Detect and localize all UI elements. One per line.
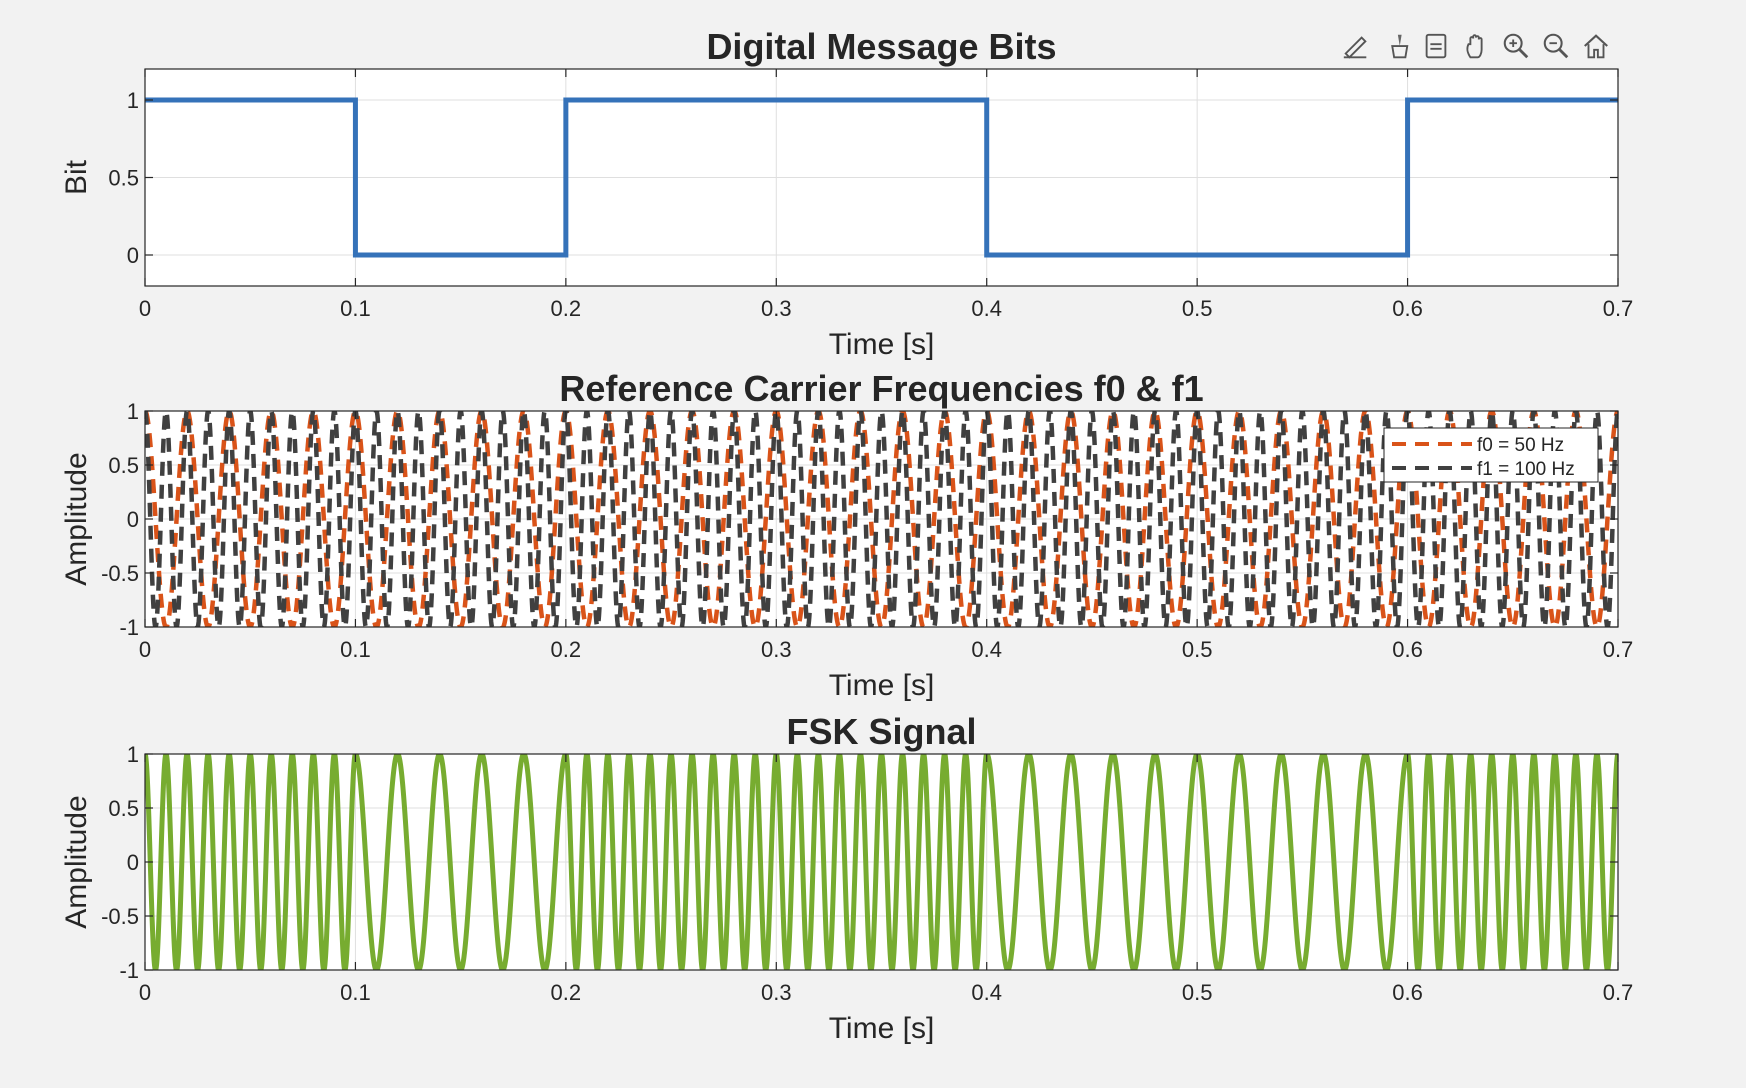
y-tick-label: 1 [127, 88, 139, 113]
edit-plot-button[interactable] [1338, 28, 1374, 64]
x-axis-label: Time [s] [829, 1012, 935, 1045]
x-axis-label: Time [s] [829, 669, 935, 702]
carrier-line-f0 [145, 411, 1618, 627]
plot-area [145, 411, 1618, 627]
x-tick-label: 0.1 [340, 296, 371, 321]
x-tick-label: 0.2 [551, 637, 582, 662]
x-tick-label: 0.7 [1603, 637, 1634, 662]
x-tick-label: 0.7 [1603, 980, 1634, 1005]
plot-area [145, 754, 1618, 970]
x-tick-label: 0.5 [1182, 637, 1213, 662]
y-axis-label: Amplitude [60, 452, 93, 585]
edit-plot-icon [1343, 36, 1367, 59]
y-axis-label: Amplitude [60, 795, 93, 928]
y-tick-label: -1 [119, 958, 139, 983]
home-icon [1584, 34, 1608, 59]
data-tips-button[interactable] [1418, 28, 1454, 64]
x-tick-label: 0 [139, 980, 151, 1005]
x-tick-label: 0 [139, 296, 151, 321]
y-axis-label: Bit [60, 159, 93, 195]
fsk-signal-line [145, 754, 1618, 970]
x-tick-label: 0.3 [761, 637, 792, 662]
x-tick-label: 0.2 [551, 980, 582, 1005]
y-tick-label: 0 [127, 850, 139, 875]
y-tick-label: -0.5 [101, 904, 139, 929]
subplot-3: 0 0.1 0.2 0.3 0.4 0.5 0.6 0.7 -1 -0.5 0 0.5 1 FSK Sig… [60, 711, 1633, 1045]
x-tick-label: 0.1 [340, 980, 371, 1005]
y-tick-label: 0.5 [108, 453, 139, 478]
subplot-2: 0 0.1 0.2 0.3 0.4 0.5 0.6 0.7 -1 -0.5 0 0.5 1 Referen… [60, 368, 1633, 702]
y-tick-label: 1 [127, 399, 139, 424]
brush-button[interactable] [1378, 28, 1414, 64]
zoom-in-button[interactable] [1498, 28, 1534, 64]
y-tick-label: 0 [127, 243, 139, 268]
y-tick-label: -1 [119, 615, 139, 640]
y-tick-label: 0 [127, 507, 139, 532]
pan-icon [1466, 34, 1483, 59]
x-tick-label: 0.6 [1392, 296, 1423, 321]
zoom-in-icon [1503, 33, 1529, 59]
x-tick-label: 0.6 [1392, 637, 1423, 662]
pan-button[interactable] [1458, 28, 1494, 64]
y-tick-label: 1 [127, 742, 139, 767]
x-tick-label: 0.4 [971, 637, 1002, 662]
x-tick-label: 0.6 [1392, 980, 1423, 1005]
chart-title: FSK Signal [786, 711, 976, 752]
y-tick-label: 0.5 [108, 166, 139, 191]
x-axis-label: Time [s] [829, 328, 935, 361]
x-tick-label: 0.7 [1603, 296, 1634, 321]
x-tick-label: 0 [139, 637, 151, 662]
x-tick-label: 0.3 [761, 980, 792, 1005]
legend-entry: f0 = 50 Hz [1477, 435, 1564, 456]
legend-box [1383, 427, 1599, 483]
legend: f0 = 50 Hz f1 = 100 Hz [1383, 427, 1599, 483]
x-tick-label: 0.5 [1182, 980, 1213, 1005]
axes-toolbar [1338, 26, 1614, 66]
zoom-out-icon [1543, 33, 1569, 59]
data-tips-icon [1425, 33, 1447, 59]
brush-icon [1391, 34, 1409, 59]
x-tick-label: 0.1 [340, 637, 371, 662]
chart-title: Digital Message Bits [706, 26, 1056, 67]
y-tick-label: -0.5 [101, 561, 139, 586]
x-tick-label: 0.4 [971, 980, 1002, 1005]
x-tick-label: 0.2 [551, 296, 582, 321]
bit-stream-line [145, 97, 1618, 258]
x-tick-label: 0.3 [761, 296, 792, 321]
x-tick-label: 0.5 [1182, 296, 1213, 321]
subplot-1: 0 0.1 0.2 0.3 0.4 0.5 0.6 0.7 0 0.5 1 Digital Messa… [60, 26, 1633, 361]
zoom-out-button[interactable] [1538, 28, 1574, 64]
x-tick-label: 0.4 [971, 296, 1002, 321]
home-button[interactable] [1578, 28, 1614, 64]
y-tick-label: 0.5 [108, 796, 139, 821]
chart-title: Reference Carrier Frequencies f0 & f1 [559, 368, 1203, 409]
plot-area [145, 97, 1618, 258]
legend-entry: f1 = 100 Hz [1477, 459, 1575, 480]
